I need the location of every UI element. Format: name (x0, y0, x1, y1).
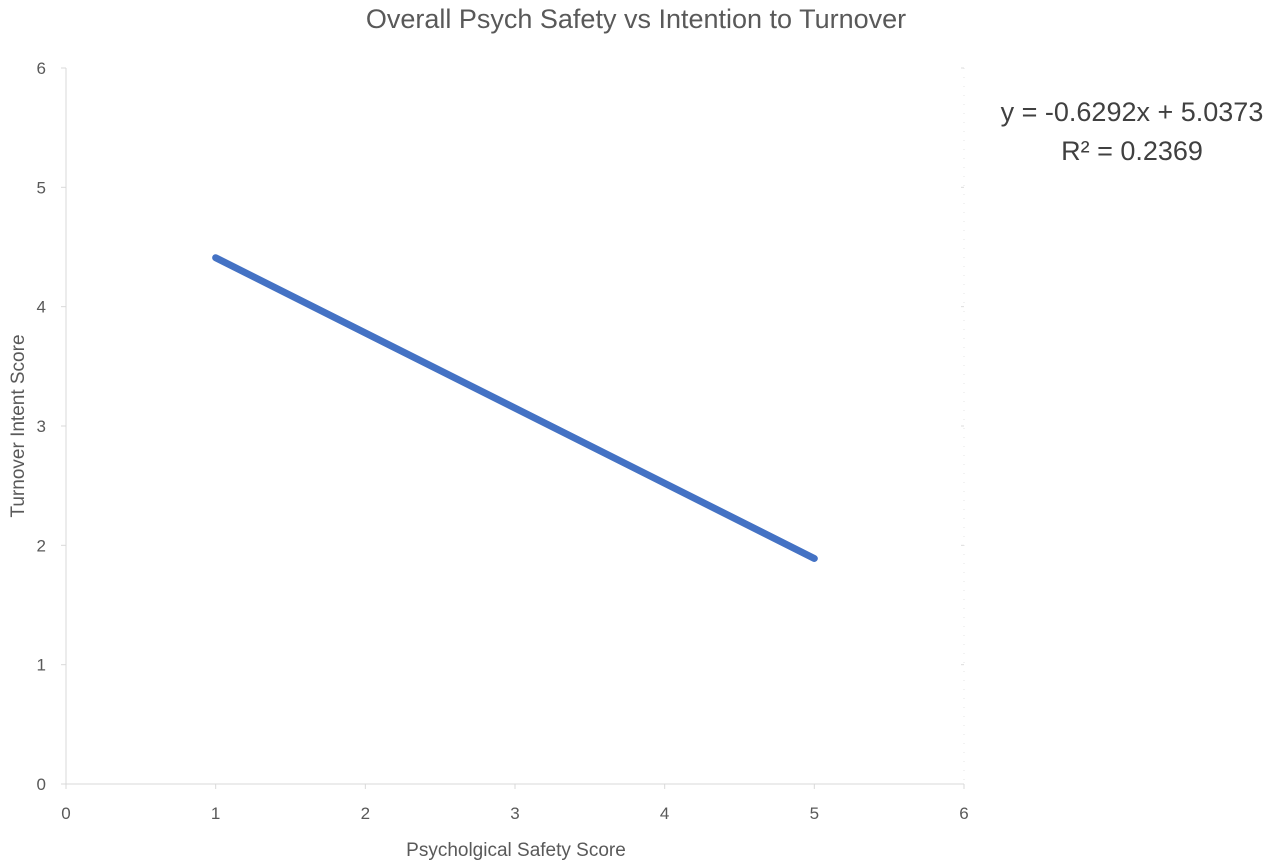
y-tick-labels: 0 1 2 3 4 5 6 (37, 59, 46, 794)
y-tick-label-2: 2 (37, 536, 46, 555)
y-tick-label-4: 4 (37, 298, 46, 317)
x-tick-label-2: 2 (361, 804, 370, 823)
y-tick-label-5: 5 (37, 178, 46, 197)
y-grid-ticks (61, 67, 964, 785)
y-tick-label-6: 6 (37, 59, 46, 78)
x-axis-label: Psycholgical Safety Score (406, 840, 626, 861)
y-axis-label: Turnover Intent Score (8, 334, 29, 517)
x-tick-label-0: 0 (61, 804, 70, 823)
series-layer (212, 254, 818, 562)
x-tick-label-4: 4 (660, 804, 669, 823)
y-tick-label-1: 1 (37, 656, 46, 675)
series-line-0 (212, 254, 818, 562)
x-tick-label-3: 3 (510, 804, 519, 823)
r-squared-label: R² = 0.2369 (1061, 136, 1203, 166)
x-tick-label-1: 1 (211, 804, 220, 823)
x-tick-label-5: 5 (810, 804, 819, 823)
y-tick-label-3: 3 (37, 417, 46, 436)
y-tick-label-0: 0 (37, 775, 46, 794)
trendline-equation: y = -0.6292x + 5.0373 (1001, 97, 1264, 127)
chart-title: Overall Psych Safety vs Intention to Tur… (366, 4, 906, 34)
x-tick-labels: 0 1 2 3 4 5 6 (61, 784, 969, 823)
x-tick-label-6: 6 (959, 804, 968, 823)
